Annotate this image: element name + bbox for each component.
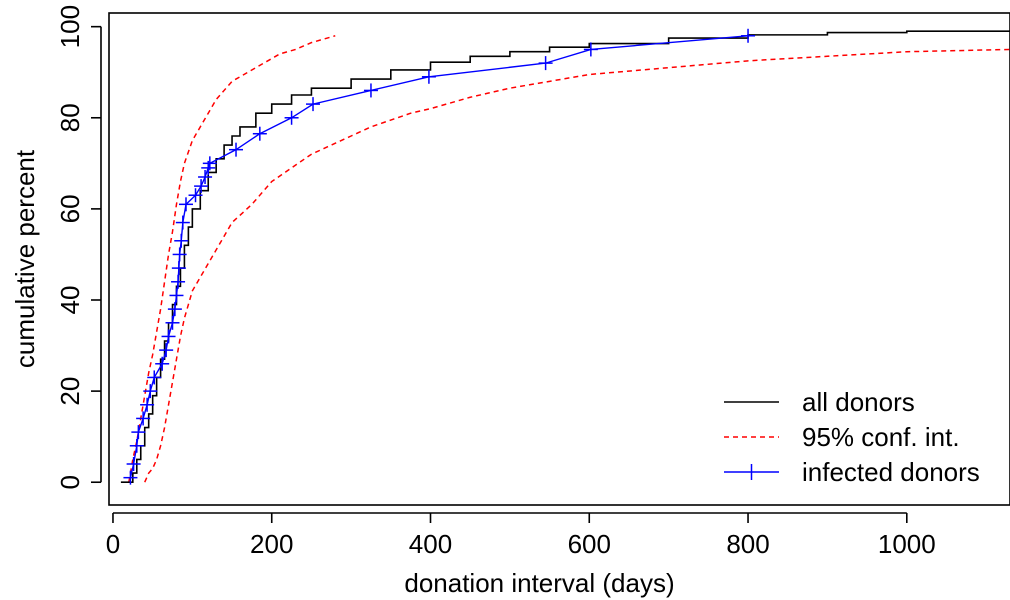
- y-tick-label: 20: [55, 377, 85, 406]
- x-tick-label: 1000: [878, 529, 936, 559]
- infected-donor-point: [306, 97, 321, 112]
- ci-lower-line: [144, 48, 1010, 483]
- x-tick-label: 400: [409, 529, 452, 559]
- ci-upper-line: [128, 35, 336, 483]
- infected-donor-point: [198, 170, 213, 184]
- x-tick-label: 800: [726, 529, 769, 559]
- infected-donor-point: [172, 247, 187, 262]
- infected-donor-point: [421, 69, 436, 84]
- infected-donor-point: [159, 343, 174, 358]
- x-axis-title: donation interval (days): [404, 568, 674, 598]
- infected-donor-point: [252, 126, 267, 141]
- infected-donor-point: [167, 302, 182, 317]
- infected-donor-point: [171, 274, 186, 289]
- x-tick-label: 600: [568, 529, 611, 559]
- all-donors-line: [120, 30, 1010, 484]
- y-axis: 0 20 40 60 80 100: [55, 5, 102, 489]
- y-tick-label: 60: [55, 194, 85, 223]
- infected-donor-point: [129, 438, 144, 453]
- x-tick-label: 200: [250, 529, 293, 559]
- infected-donor-point: [188, 188, 203, 203]
- infected-donor-point: [136, 411, 151, 426]
- infected-donor-point: [741, 28, 756, 43]
- legend-label-ci: 95% conf. int.: [802, 422, 960, 452]
- infected-donor-point: [155, 356, 170, 371]
- infected-donor-point: [229, 142, 244, 157]
- infected-donor-point: [171, 261, 186, 276]
- legend-label-all-donors: all donors: [802, 387, 915, 417]
- infected-donor-point: [131, 425, 146, 440]
- infected-donor-point: [284, 110, 299, 125]
- infected-donor-point: [363, 83, 378, 98]
- y-tick-label: 0: [55, 475, 85, 489]
- infected-donor-point: [169, 288, 184, 303]
- x-axis: 0 200 400 600 800 1000: [106, 512, 936, 559]
- infected-donor-point: [194, 179, 209, 194]
- plot-area: [120, 28, 1010, 485]
- y-tick-label: 100: [55, 5, 85, 48]
- infected-donor-point: [143, 384, 158, 399]
- infected-donor-point: [174, 233, 189, 248]
- infected-donor-point: [126, 457, 141, 471]
- infected-donor-point: [165, 315, 180, 330]
- infected-donor-point: [202, 156, 217, 171]
- legend-label-infected: infected donors: [802, 457, 980, 487]
- infected-donor-point: [538, 56, 553, 71]
- plot-frame: [108, 12, 1010, 506]
- y-tick-label: 40: [55, 286, 85, 315]
- x-tick-label: 0: [106, 529, 120, 559]
- infected-donor-point: [140, 397, 155, 412]
- infected-donor-point: [175, 215, 190, 230]
- infected-donor-point: [161, 329, 176, 344]
- infected-donor-point: [123, 470, 138, 485]
- infected-donor-point: [147, 370, 162, 385]
- infected-donor-point: [179, 197, 194, 212]
- y-tick-label: 80: [55, 103, 85, 132]
- y-axis-title: cumulative percent: [10, 149, 40, 368]
- infected-donors-line: [129, 35, 749, 478]
- legend: all donors 95% conf. int. infected donors: [724, 387, 980, 487]
- infected-donor-point: [583, 42, 598, 57]
